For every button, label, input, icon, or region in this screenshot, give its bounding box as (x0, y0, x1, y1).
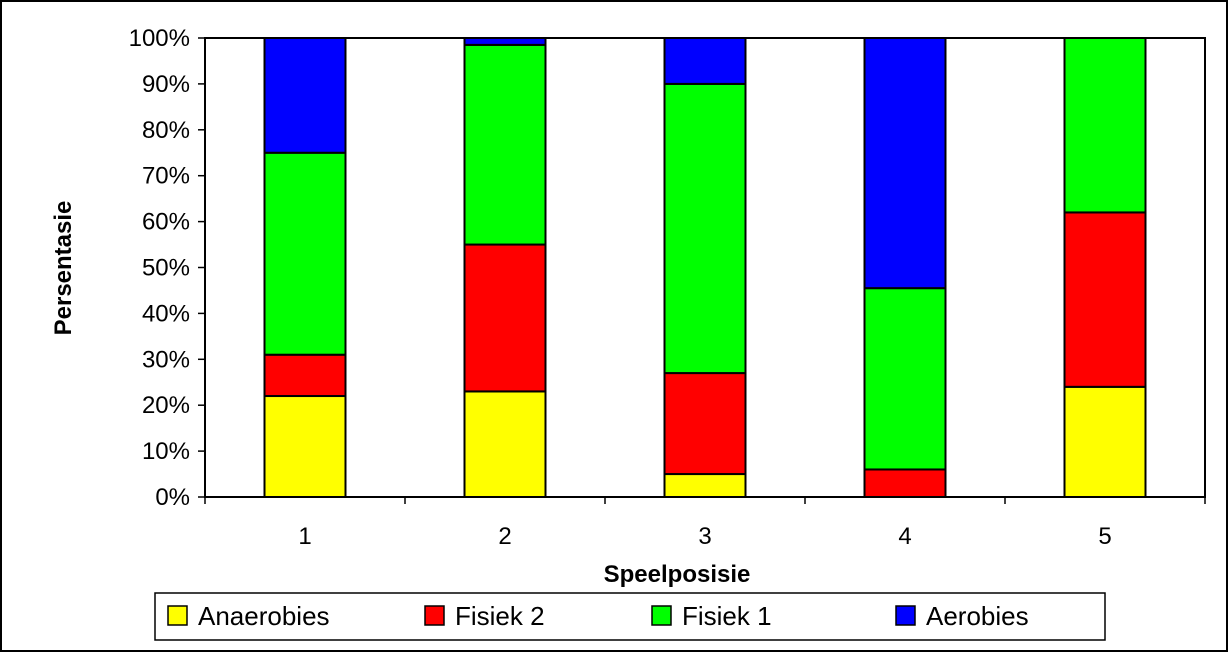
legend-items: Anaerobies Fisiek 2 Fisiek 1 Aerobies (167, 601, 1029, 631)
bar-segment (863, 287, 947, 471)
legend-label: Anaerobies (198, 601, 330, 631)
y-tick-label: 0% (155, 484, 190, 511)
x-axis: 1 2 3 4 5 (204, 497, 1206, 550)
bar-segment (863, 37, 947, 290)
legend-label: Fisiek 1 (682, 601, 772, 631)
bar-segment (263, 37, 347, 154)
y-axis-title: Persentasie (50, 201, 77, 336)
bar-segment (463, 243, 547, 393)
x-axis-title: Speelposisie (604, 561, 751, 588)
y-tick-label: 10% (142, 438, 190, 465)
bar-segment (663, 372, 747, 476)
x-tick-label: 2 (498, 523, 511, 550)
y-tick-label: 100% (129, 25, 190, 52)
legend-box (154, 592, 1106, 641)
legend-swatch (167, 605, 188, 626)
x-tick-label: 5 (1098, 523, 1111, 550)
bar-segment (463, 43, 547, 246)
bar-segment (463, 390, 547, 498)
y-tick-label: 40% (142, 300, 190, 327)
bar-segment (263, 353, 347, 398)
bar-segment (263, 151, 347, 356)
x-tick-label: 4 (898, 523, 911, 550)
legend-label: Fisiek 2 (455, 601, 545, 631)
bar-segment (463, 37, 547, 46)
bar-segment (263, 395, 347, 498)
legend-swatch (424, 605, 445, 626)
bar-segment (1063, 211, 1147, 388)
bar-segment (863, 468, 947, 498)
y-tick-label: 70% (142, 163, 190, 190)
y-axis: 0% 10% 20% 30% 40% 50% 60% 70% 80% 90% 100% (129, 25, 205, 511)
legend: Anaerobies Fisiek 2 Fisiek 1 Aerobies (154, 592, 1106, 641)
bar-segment (663, 37, 747, 85)
y-tick-label: 90% (142, 71, 190, 98)
y-tick-label: 30% (142, 346, 190, 373)
legend-label: Aerobies (926, 601, 1029, 631)
y-tick-label: 20% (142, 392, 190, 419)
y-tick-label: 50% (142, 255, 190, 282)
bar-segment (663, 473, 747, 498)
y-tick-label: 80% (142, 117, 190, 144)
x-tick-label: 3 (698, 523, 711, 550)
legend-swatch (895, 605, 916, 626)
bar-segment (663, 82, 747, 375)
bars-layer (263, 37, 1147, 498)
y-tick-label: 60% (142, 209, 190, 236)
bar-segment (1063, 37, 1147, 214)
bar-segment (1063, 385, 1147, 498)
x-tick-label: 1 (298, 523, 311, 550)
legend-swatch (651, 605, 672, 626)
